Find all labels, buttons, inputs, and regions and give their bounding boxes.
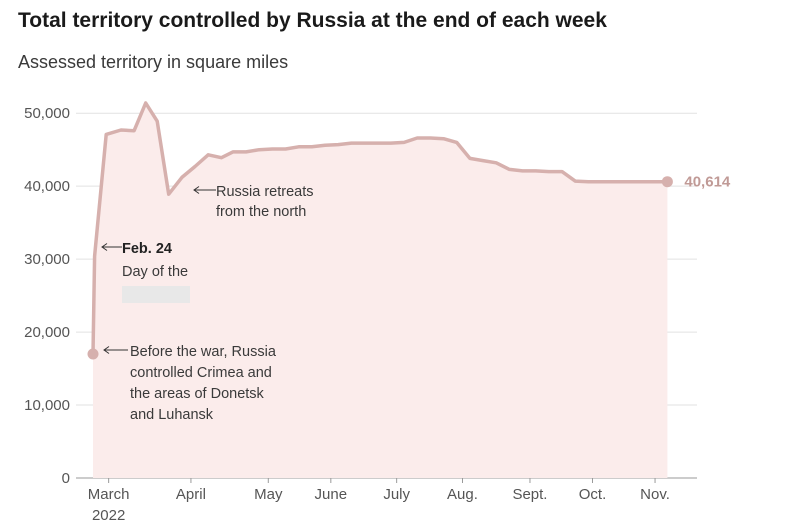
chart-title: Total territory controlled by Russia at … xyxy=(18,9,607,32)
annotation-prewar-line: and Luhansk xyxy=(130,407,214,423)
end-value-label: 40,614 xyxy=(684,174,731,191)
annotation-arrow-retreat-head xyxy=(193,186,200,194)
annotation-feb24-line: Day of the xyxy=(122,264,188,280)
annotation-arrow-feb24-head xyxy=(101,243,108,251)
annotation-feb24-title: Feb. 24 xyxy=(122,241,172,257)
y-tick-label: 20,000 xyxy=(24,324,70,341)
x-tick-label: Sept. xyxy=(512,486,547,503)
annotation-prewar-line: controlled Crimea and xyxy=(130,365,272,381)
x-tick-label: April xyxy=(176,486,206,503)
annotation-retreat-line: Russia retreats xyxy=(216,184,314,200)
x-tick-label: Oct. xyxy=(579,486,607,503)
y-tick-label: 30,000 xyxy=(24,251,70,268)
series-line xyxy=(91,101,668,355)
series-area xyxy=(93,103,668,478)
x-tick-label: March xyxy=(88,486,130,503)
chart-subtitle: Assessed territory in square miles xyxy=(18,52,289,72)
x-tick-label: June xyxy=(315,486,348,503)
x-tick-label: Nov. xyxy=(640,486,670,503)
x-tick-sublabel: 2022 xyxy=(92,507,125,524)
y-tick-label: 40,000 xyxy=(24,178,70,195)
annotation-arrow-prewar-head xyxy=(103,346,110,354)
y-tick-label: 10,000 xyxy=(24,397,70,414)
redacted-block xyxy=(122,286,190,303)
y-tick-label: 50,000 xyxy=(24,105,70,122)
x-tick-label: Aug. xyxy=(447,486,478,503)
annotation-retreat-line: from the north xyxy=(216,204,306,220)
annotation-prewar-line: Before the war, Russia xyxy=(130,344,277,360)
x-tick-label: July xyxy=(383,486,410,503)
x-tick-label: May xyxy=(254,486,283,503)
end-point xyxy=(661,176,673,188)
start-point xyxy=(87,348,99,360)
annotation-prewar-line: the areas of Donetsk xyxy=(130,386,265,402)
y-tick-label: 0 xyxy=(62,470,70,487)
